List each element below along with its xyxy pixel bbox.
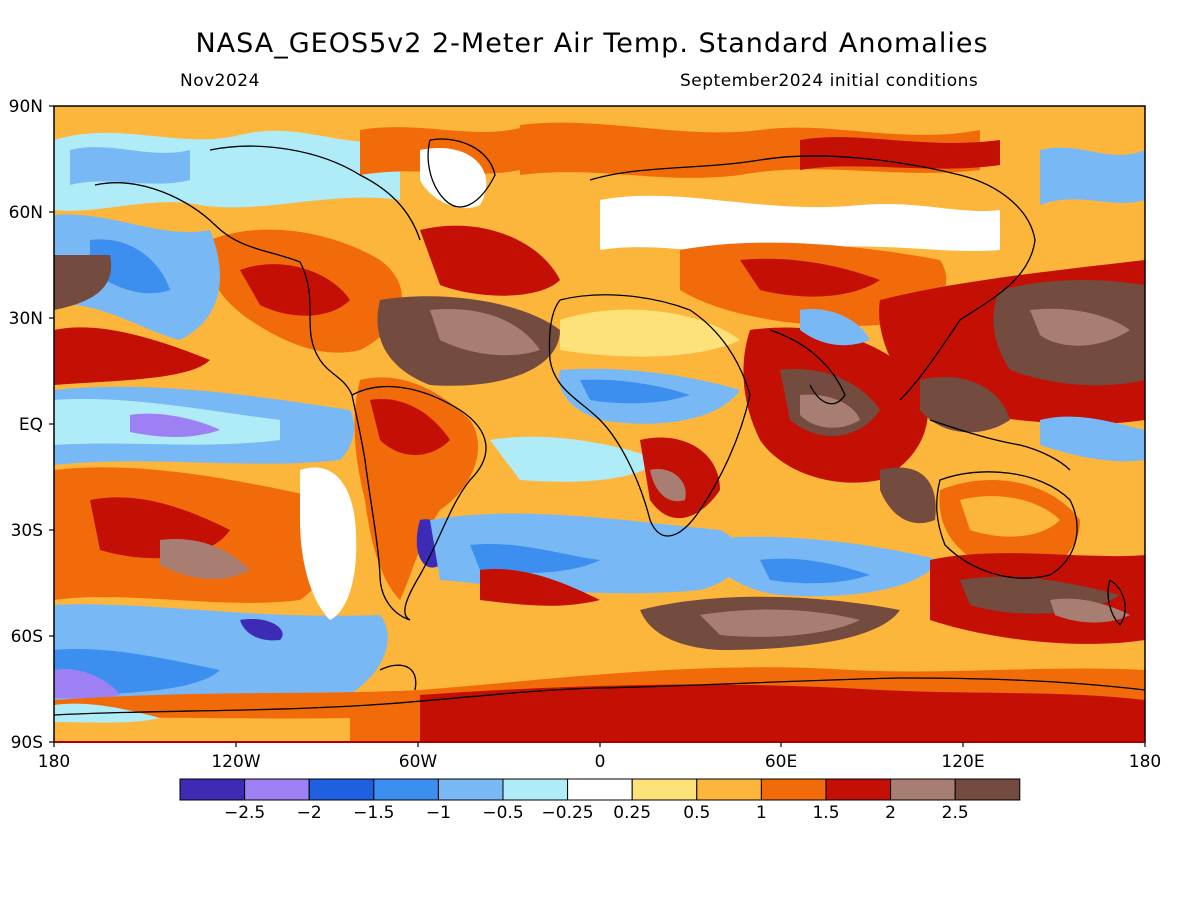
colorbar-swatch	[890, 778, 956, 801]
colorbar-labels: −2.5 −2 −1.5 −1 −0.5 −0.25 0.25 0.5 1 1.5 2 2.5	[224, 803, 969, 823]
lon-label-180e: 180	[1129, 752, 1161, 772]
lon-label-60e: 60E	[765, 752, 797, 772]
colorbar-label: 2	[885, 803, 896, 823]
lon-label-120e: 120E	[941, 752, 984, 772]
coastlines	[54, 138, 1145, 716]
colorbar-swatches	[179, 778, 1021, 801]
colorbar-label: 1	[756, 803, 767, 823]
colorbar-swatch	[502, 778, 569, 801]
colorbar-label: −1.5	[353, 803, 394, 823]
lon-label-0: 0	[595, 752, 606, 772]
latitude-labels: 90N 60N 30N EQ 30S 60S 90S	[9, 97, 43, 753]
lat-label-90s: 90S	[11, 733, 43, 753]
colorbar-label: −1	[426, 803, 451, 823]
colorbar-label: 2.5	[942, 803, 969, 823]
colorbar-swatch	[567, 778, 633, 801]
colorbar-label: −0.5	[482, 803, 523, 823]
colorbar-swatch	[244, 778, 310, 801]
map-title: NASA_GEOS5v2 2-Meter Air Temp. Standard …	[195, 28, 989, 59]
colorbar-swatch	[825, 778, 892, 801]
lat-label-30s: 30S	[11, 521, 43, 541]
colorbar-label: −0.25	[542, 803, 594, 823]
initial-conditions: September2024 initial conditions	[680, 71, 979, 91]
colorbar-swatch	[179, 778, 246, 801]
colorbar-label: 0.25	[613, 803, 651, 823]
lat-label-eq: EQ	[19, 415, 43, 435]
colorbar-swatch	[696, 778, 762, 801]
forecast-month: Nov2024	[180, 71, 260, 91]
colorbar-swatch	[308, 778, 375, 801]
lon-label-180w: 180	[38, 752, 70, 772]
colorbar-swatch	[760, 778, 827, 801]
lat-label-60n: 60N	[9, 203, 43, 223]
colorbar-label: −2.5	[224, 803, 265, 823]
colorbar-swatch	[631, 778, 698, 801]
colorbar-label: 1.5	[812, 803, 839, 823]
anomaly-field	[54, 106, 1145, 742]
lat-label-30n: 30N	[9, 309, 43, 329]
lon-label-120w: 120W	[211, 752, 260, 772]
colorbar-swatch	[437, 778, 504, 801]
colorbar-swatch	[373, 778, 439, 801]
colorbar-label: 0.5	[683, 803, 710, 823]
axis-ticks	[49, 105, 1146, 747]
colorbar-swatch	[954, 778, 1021, 801]
lat-label-90n: 90N	[9, 97, 43, 117]
lat-label-60s: 60S	[11, 627, 43, 647]
lon-label-60w: 60W	[399, 752, 438, 772]
colorbar-label: −2	[297, 803, 322, 823]
longitude-labels: 180 120W 60W 0 60E 120E 180	[38, 752, 1161, 772]
